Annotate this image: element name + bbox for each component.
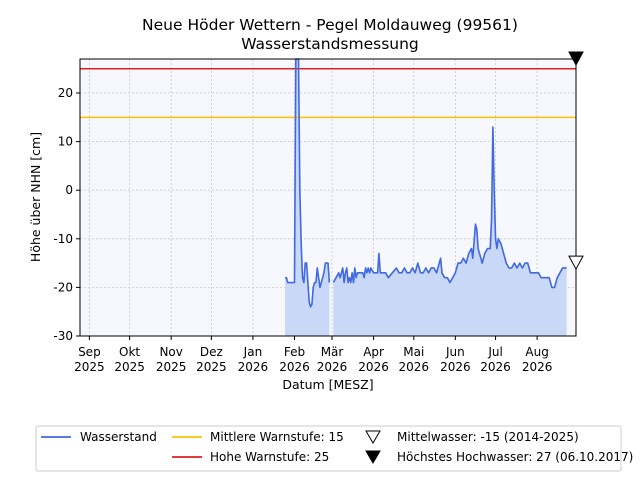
water-level-line	[285, 58, 331, 308]
x-tick-label-month: Jul	[487, 345, 502, 359]
warning-lines	[80, 67, 576, 119]
y-tick-label: 20	[58, 86, 73, 100]
legend-label-medium-warning: Mittlere Warnstufe: 15	[210, 430, 344, 444]
y-tick-label: -30	[53, 329, 73, 343]
legend-filled-triangle-icon	[365, 450, 381, 464]
x-tick-label-month: Feb	[284, 345, 305, 359]
axis-ticks: -30-20-1001020Sep2025Okt2025Nov2025Dez20…	[53, 86, 552, 374]
chart-title: Neue Höder Wettern - Pegel Moldauweg (99…	[142, 16, 518, 34]
x-tick-label-month: Mär	[321, 345, 344, 359]
x-tick-label-year: 2025	[74, 360, 105, 374]
x-tick-label-year: 2026	[522, 360, 553, 374]
highest-flood-marker	[568, 51, 584, 67]
chart-subtitle: Wasserstandsmessung	[241, 35, 419, 53]
x-tick-label-year: 2026	[440, 360, 471, 374]
x-tick-label-year: 2026	[317, 360, 348, 374]
x-tick-label-year: 2026	[480, 360, 511, 374]
water-level-line	[332, 126, 567, 289]
x-tick-label-year: 2025	[114, 360, 145, 374]
legend-open-triangle-icon	[365, 430, 381, 444]
plot-frame	[79, 58, 577, 337]
x-tick-label-year: 2026	[358, 360, 389, 374]
level-markers	[568, 51, 584, 271]
x-tick-label-month: Apr	[363, 345, 384, 359]
legend-label-high-warning: Hohe Warnstufe: 25	[210, 450, 329, 464]
x-tick-label-month: Okt	[119, 345, 140, 359]
water-level-series	[285, 58, 567, 308]
x-tick-label-month: Jun	[445, 345, 465, 359]
x-tick-label-year: 2026	[238, 360, 269, 374]
x-tick-label-month: Mai	[403, 345, 424, 359]
x-tick-label-month: Dez	[200, 345, 223, 359]
x-tick-label-year: 2025	[196, 360, 227, 374]
x-tick-label-month: Jan	[243, 345, 263, 359]
y-tick-label: -10	[53, 232, 73, 246]
legend-label-mean-water: Mittelwasser: -15 (2014-2025)	[397, 430, 579, 444]
x-tick-label-month: Nov	[159, 345, 182, 359]
legend-label-highest-flood: Höchstes Hochwasser: 27 (06.10.2017)	[397, 450, 633, 464]
mean-water-marker	[568, 255, 584, 271]
x-tick-label-year: 2026	[399, 360, 430, 374]
y-tick-label: 0	[65, 183, 73, 197]
water-level-fill	[333, 127, 567, 336]
legend-label-water-level: Wasserstand	[80, 430, 157, 444]
y-tick-label: 10	[58, 135, 73, 149]
x-tick-label-month: Sep	[78, 345, 101, 359]
legend: Wasserstand Mittlere Warnstufe: 15 Hohe …	[35, 425, 633, 472]
x-tick-label-year: 2026	[279, 360, 310, 374]
x-axis-label: Datum [MESZ]	[282, 377, 373, 392]
x-tick-label-month: Aug	[525, 345, 548, 359]
y-tick-label: -20	[53, 280, 73, 294]
x-tick-label-year: 2025	[156, 360, 187, 374]
y-axis-label: Höhe über NHN [cm]	[28, 132, 43, 262]
